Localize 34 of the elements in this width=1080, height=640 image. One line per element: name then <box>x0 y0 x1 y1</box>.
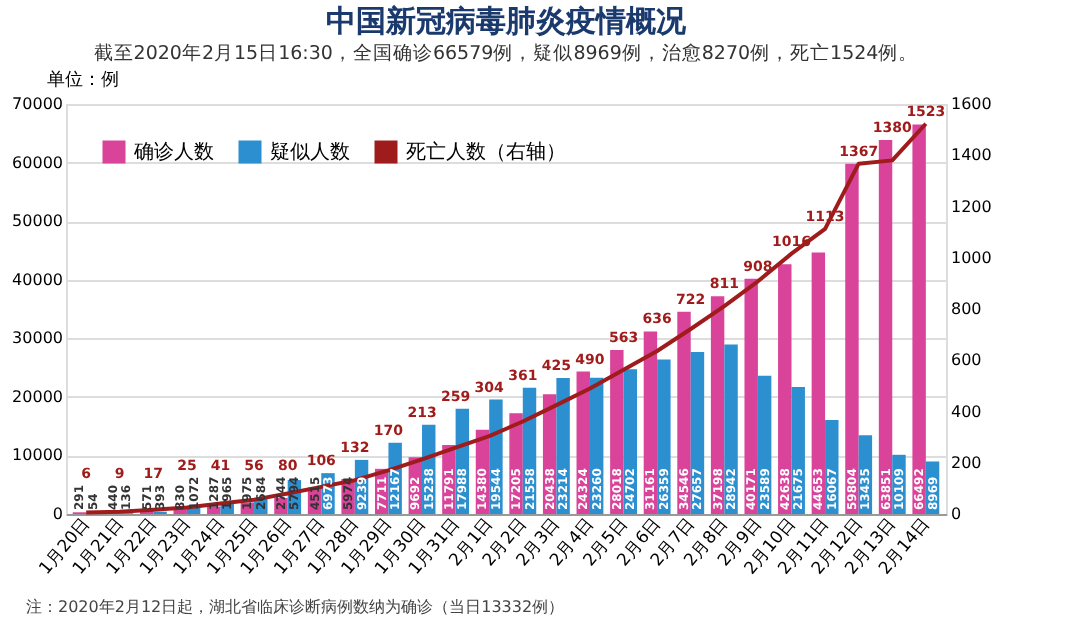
y-tick-label: 50000 <box>12 212 63 231</box>
legend-label: 死亡人数（右轴） <box>406 140 566 164</box>
y-tick-label: 10000 <box>12 446 63 465</box>
y-tick-label: 40000 <box>12 270 63 289</box>
bar <box>791 387 805 514</box>
y2-tick-label: 1000 <box>951 248 992 267</box>
bar <box>744 278 758 514</box>
y2-tick-label: 600 <box>951 351 982 370</box>
text: 注：2020年2月12日起，湖北省临床诊断病例数纳为确诊（当日13332例） <box>26 598 565 616</box>
bar <box>677 311 691 514</box>
bar <box>845 163 859 514</box>
bar <box>724 344 738 514</box>
y2-tick-label: 1200 <box>951 197 992 216</box>
y2-tick-label: 1600 <box>951 95 992 113</box>
legend-label: 确诊人数 <box>132 140 214 164</box>
y-tick-label: 30000 <box>12 329 63 348</box>
chart-subtitle: 截至2020年2月15日16:30，全国确诊66579例，疑似8969例，治愈8270例，死亡1524例。 <box>93 41 919 65</box>
bar <box>878 140 893 514</box>
y2-tick-label: 800 <box>951 300 982 318</box>
y-tick-label: 0 <box>52 505 63 523</box>
y-axis-title: 单位：例 <box>47 69 119 91</box>
legend-label: 疑似人数 <box>270 140 350 164</box>
bar <box>207 506 221 514</box>
y2-tick-label: 200 <box>951 453 982 472</box>
bar <box>657 359 671 514</box>
y-tick-label: 20000 <box>12 387 63 406</box>
chart-title: 中国新冠病毒肺炎疫情概况 <box>326 3 688 39</box>
y2-tick-label: 400 <box>951 402 982 421</box>
y-tick-label: 60000 <box>12 153 63 172</box>
y-tick-label: 70000 <box>12 95 63 113</box>
y2-tick-label: 1400 <box>951 146 992 165</box>
line-series <box>84 121 928 515</box>
bar <box>912 124 926 514</box>
y2-tick-label: 0 <box>951 505 962 523</box>
